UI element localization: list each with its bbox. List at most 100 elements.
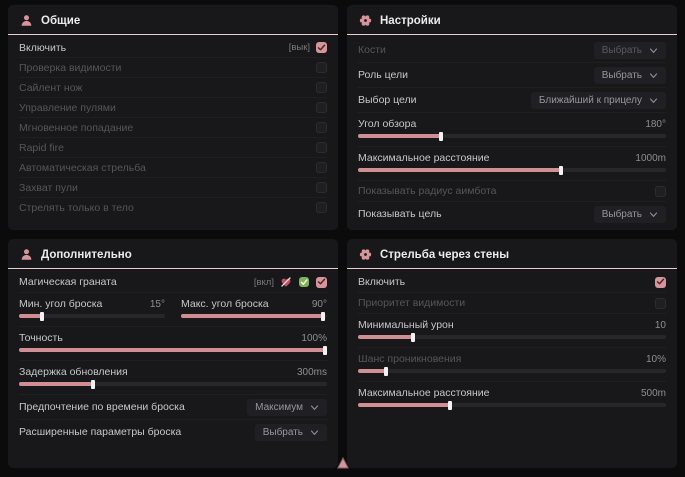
row-controls: [вкл] bbox=[254, 276, 327, 288]
row-controls bbox=[316, 102, 327, 113]
checkbox[interactable] bbox=[316, 102, 327, 113]
dropdown[interactable]: Выбрать bbox=[593, 41, 666, 59]
checkbox-row: Rapid fire bbox=[19, 138, 327, 158]
dropdown-value: Выбрать bbox=[262, 426, 303, 438]
slider-handle[interactable] bbox=[40, 311, 45, 321]
slider-head: Задержка обновления 300ms bbox=[19, 366, 327, 378]
slider: Задержка обновления 300ms bbox=[19, 366, 327, 389]
panel-general: Общие Включить [вык] Проверка видимости Сай… bbox=[8, 5, 338, 230]
slider: Макс. угол броска 90° bbox=[181, 298, 327, 321]
panel-settings: Настройки Кости Выбрать Роль цели Выбрать Вы… bbox=[347, 5, 677, 230]
row-label: Магическая граната bbox=[19, 276, 117, 288]
panel-title: Дополнительно bbox=[41, 248, 132, 261]
heart-off-icon bbox=[280, 276, 292, 288]
slider-fill bbox=[358, 134, 442, 138]
checkbox-row: Мгновенное попадание bbox=[19, 118, 327, 138]
row-controls bbox=[316, 142, 327, 153]
checkbox-row: Показывать радиус аимбота bbox=[358, 181, 666, 202]
slider-track[interactable] bbox=[19, 345, 327, 355]
checkbox[interactable] bbox=[316, 62, 327, 73]
slider-head: Максимальное расстояние 1000m bbox=[358, 152, 666, 164]
row-controls bbox=[316, 162, 327, 173]
slider-track[interactable] bbox=[358, 131, 666, 141]
chevron-down-icon bbox=[310, 428, 319, 437]
check-icon bbox=[317, 39, 326, 57]
row-label: Роль цели bbox=[358, 69, 409, 81]
dropdown[interactable]: Выбрать bbox=[254, 423, 327, 441]
dropdown-row: Расширенные параметры броска Выбрать bbox=[19, 420, 327, 444]
slider-handle[interactable] bbox=[90, 379, 95, 389]
slider-label: Минимальный урон bbox=[358, 319, 454, 331]
slider: Точность 100% bbox=[19, 332, 327, 355]
slider-label: Шанс проникновения bbox=[358, 353, 462, 365]
checkbox-row: Захват пули bbox=[19, 178, 327, 198]
checkbox[interactable] bbox=[316, 276, 327, 288]
slider-track[interactable] bbox=[358, 332, 666, 342]
checkbox-row: Приоритет видимости bbox=[358, 293, 666, 314]
panel-title: Стрельба через стены bbox=[380, 248, 510, 261]
row-label: Проверка видимости bbox=[19, 61, 122, 74]
checkbox[interactable] bbox=[316, 42, 327, 53]
row-label: Мгновенное попадание bbox=[19, 121, 134, 134]
row-controls bbox=[655, 297, 666, 309]
cursor-icon bbox=[336, 456, 350, 470]
checkbox[interactable] bbox=[316, 182, 327, 193]
slider-handle[interactable] bbox=[439, 131, 444, 141]
slider-row: Максимальное расстояние 1000m bbox=[358, 147, 666, 181]
slider-value: 10% bbox=[645, 354, 666, 365]
dropdown-row: Кости Выбрать bbox=[358, 38, 666, 63]
slider-handle[interactable] bbox=[559, 165, 564, 175]
slider-handle[interactable] bbox=[448, 400, 453, 410]
slider-value: 15° bbox=[149, 299, 165, 310]
dropdown[interactable]: Ближайший к прицелу bbox=[530, 91, 666, 109]
row-controls bbox=[655, 185, 666, 197]
panel-header: Стрельба через стены bbox=[347, 239, 677, 269]
row-label: Rapid fire bbox=[19, 141, 64, 154]
row-label: Включить bbox=[19, 41, 67, 54]
checkbox[interactable] bbox=[316, 82, 327, 93]
dropdown[interactable]: Выбрать bbox=[593, 205, 666, 223]
checkbox[interactable] bbox=[655, 276, 666, 288]
slider-track[interactable] bbox=[358, 165, 666, 175]
slider-head: Точность 100% bbox=[19, 332, 327, 344]
slider-handle[interactable] bbox=[320, 311, 325, 321]
slider-row: Угол обзора 180° bbox=[358, 113, 666, 147]
dropdown-value: Выбрать bbox=[601, 208, 642, 220]
dropdown-row: Роль цели Выбрать bbox=[358, 63, 666, 88]
slider-pair-row: Мин. угол броска 15° Макс. угол броска 90° bbox=[19, 293, 327, 327]
dropdown-row: Выбор цели Ближайший к прицелу bbox=[358, 88, 666, 113]
slider: Минимальный урон 10 bbox=[358, 319, 666, 342]
slider-fill bbox=[358, 168, 562, 172]
checkbox-row: Магическая граната [вкл] bbox=[19, 272, 327, 293]
checkbox[interactable] bbox=[316, 162, 327, 173]
slider-label: Точность bbox=[19, 332, 63, 344]
checkbox[interactable] bbox=[655, 185, 666, 197]
slider-handle[interactable] bbox=[411, 332, 416, 342]
row-controls bbox=[316, 202, 327, 213]
checkbox[interactable] bbox=[316, 122, 327, 133]
chevron-down-icon bbox=[310, 403, 319, 412]
chevron-down-icon bbox=[649, 71, 658, 80]
slider-track[interactable] bbox=[358, 400, 666, 410]
dropdown[interactable]: Максимум bbox=[247, 398, 327, 416]
slider-track[interactable] bbox=[358, 366, 666, 376]
row-label: Выбор цели bbox=[358, 94, 417, 106]
slider-track[interactable] bbox=[181, 311, 327, 321]
checkbox-row: Стрелять только в тело bbox=[19, 198, 327, 217]
panel-title: Настройки bbox=[380, 14, 441, 27]
slider-track[interactable] bbox=[19, 311, 165, 321]
dropdown-value: Ближайший к прицелу bbox=[538, 94, 642, 106]
slider-handle[interactable] bbox=[322, 345, 327, 355]
slider-track[interactable] bbox=[19, 379, 327, 389]
slider-row: Максимальное расстояние 500m bbox=[358, 382, 666, 415]
checkbox-row: Сайлент нож bbox=[19, 78, 327, 98]
person-icon bbox=[20, 248, 33, 261]
slider-fill bbox=[19, 382, 93, 386]
checkbox[interactable] bbox=[655, 297, 666, 309]
row-controls bbox=[316, 62, 327, 73]
checkbox[interactable] bbox=[316, 202, 327, 213]
checkbox[interactable] bbox=[316, 142, 327, 153]
dropdown[interactable]: Выбрать bbox=[593, 66, 666, 84]
state-tag: [вык] bbox=[288, 42, 310, 53]
slider-handle[interactable] bbox=[383, 366, 388, 376]
